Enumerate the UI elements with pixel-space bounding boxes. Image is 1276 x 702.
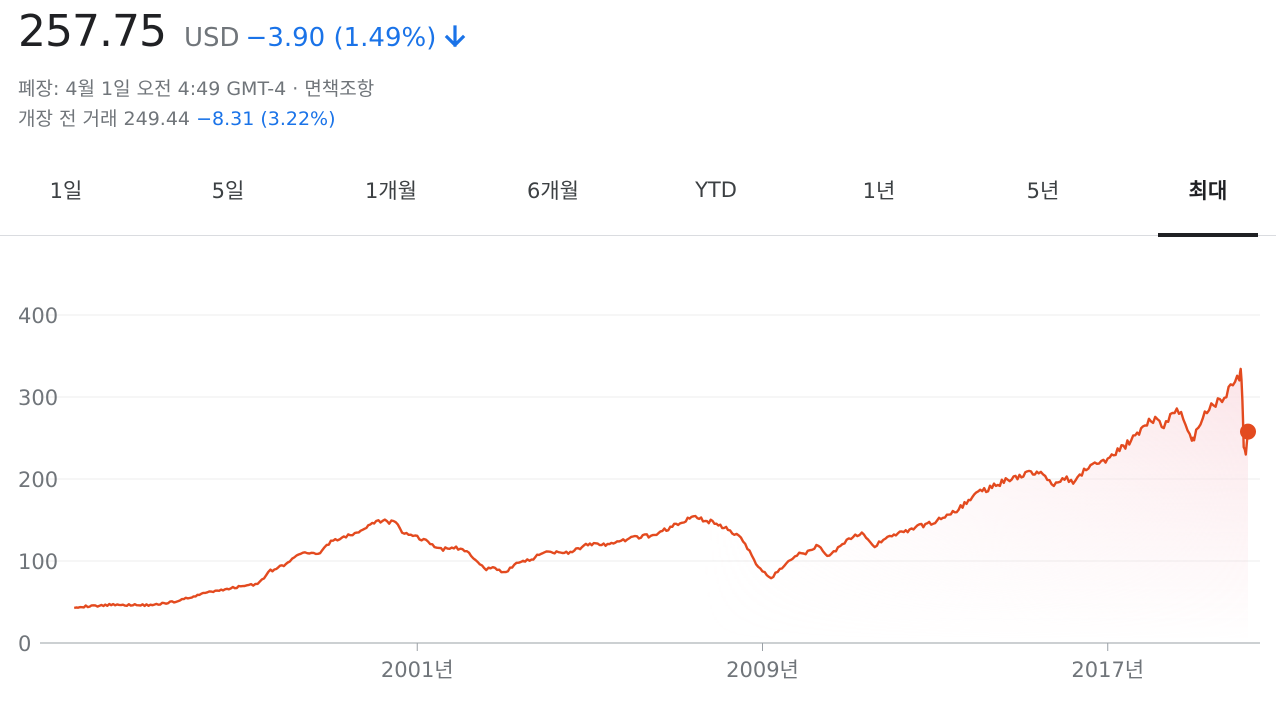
- last-price-marker: [1240, 423, 1256, 440]
- y-tick-label: 0: [18, 632, 31, 656]
- status-prefix: 폐장:: [18, 78, 66, 100]
- series-line: [73, 367, 1250, 610]
- status-separator: ·: [292, 78, 299, 100]
- currency-label: USD: [183, 23, 240, 53]
- tab-5y[interactable]: 5년: [1026, 179, 1060, 203]
- range-tabs: 1일 5일 1개월 6개월 YTD 1년 5년 최대: [0, 150, 1276, 237]
- market-status: 폐장: 4월 1일 오전 4:49 GMT-4 · 면책조항: [18, 74, 374, 101]
- tab-max[interactable]: 최대: [1158, 150, 1258, 237]
- quote-header: 257.75 USD −3.90 (1.49%): [18, 6, 466, 66]
- tab-ytd[interactable]: YTD: [695, 178, 737, 202]
- y-tick-label: 200: [18, 468, 58, 492]
- premarket-change: −8.31 (3.22%): [196, 108, 336, 130]
- series-area-fill: [74, 368, 1249, 643]
- y-tick-label: 400: [18, 304, 58, 328]
- y-tick-label: 100: [18, 550, 58, 574]
- price-chart[interactable]: 0 100 200 300 400 2001년 2009년 2017년: [0, 240, 1276, 702]
- premarket-label: 개장 전 거래: [18, 108, 118, 130]
- premarket-info: 개장 전 거래 249.44 −8.31 (3.22%): [18, 104, 336, 131]
- x-tick-label: 2017년: [1071, 658, 1144, 682]
- arrow-down-icon: [444, 25, 466, 53]
- x-tick-label: 2009년: [726, 658, 799, 682]
- tab-1m[interactable]: 1개월: [364, 179, 417, 203]
- tab-1d[interactable]: 1일: [49, 179, 83, 203]
- current-price: 257.75: [18, 6, 167, 57]
- x-tick-label: 2001년: [381, 658, 454, 682]
- status-time: 4월 1일 오전 4:49 GMT-4: [65, 78, 287, 100]
- price-change: −3.90 (1.49%): [245, 23, 437, 53]
- y-tick-label: 300: [18, 386, 58, 410]
- disclaimer-link[interactable]: 면책조항: [304, 78, 375, 100]
- tab-1y[interactable]: 1년: [862, 179, 896, 203]
- tab-5d[interactable]: 5일: [211, 179, 245, 203]
- tab-6m[interactable]: 6개월: [526, 179, 579, 203]
- premarket-price: 249.44: [123, 108, 191, 130]
